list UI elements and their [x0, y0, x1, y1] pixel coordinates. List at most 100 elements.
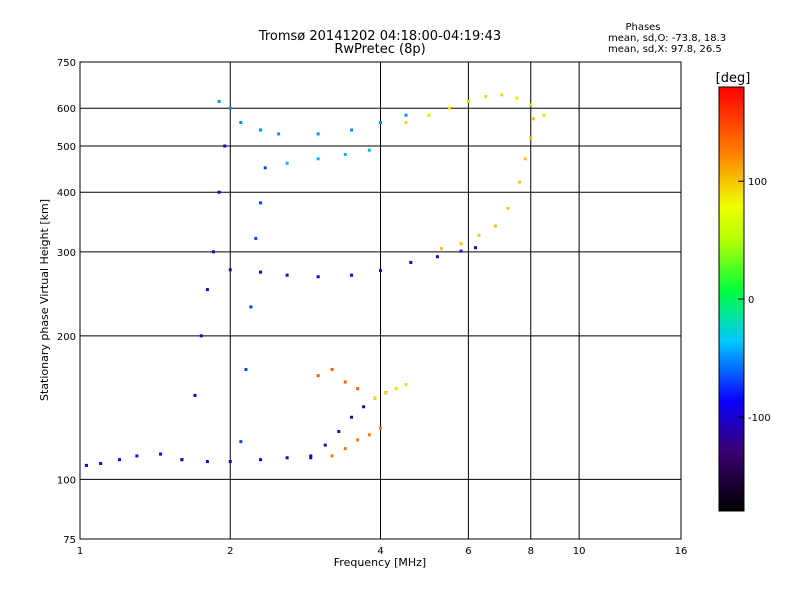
scatter-point — [356, 387, 360, 391]
grid-lines — [80, 62, 681, 539]
scatter-point — [367, 433, 371, 437]
scatter-point — [459, 242, 463, 246]
scatter-point — [228, 268, 232, 272]
scatter-point — [244, 367, 248, 371]
x-tick-label: 6 — [465, 546, 471, 557]
scatter-point — [379, 121, 382, 125]
scatter-point — [330, 454, 334, 458]
scatter-point — [205, 460, 209, 464]
scatter-point — [435, 255, 439, 259]
scatter-point — [211, 250, 215, 254]
scatter-point — [254, 236, 258, 240]
scatter-point — [135, 454, 139, 458]
scatter-point — [373, 396, 377, 400]
scatter-point — [337, 430, 341, 434]
scatter-point — [379, 426, 382, 430]
scatter-point — [223, 144, 227, 148]
scatter-point — [316, 374, 320, 378]
scatter-point — [404, 383, 408, 387]
scatter-point — [477, 233, 481, 237]
scatter-point — [99, 461, 103, 465]
y-tick-label: 750 — [57, 58, 76, 69]
scatter-point — [205, 288, 209, 292]
phases-title: Phases — [625, 22, 660, 33]
x-tick-label: 10 — [573, 546, 586, 557]
scatter-point — [343, 380, 347, 384]
scatter-point — [362, 405, 366, 409]
colorbar-label: [deg] — [716, 71, 751, 86]
x-tick-labels: 1 2 4 6 8 10 16 — [77, 546, 688, 557]
scatter-point — [350, 128, 354, 132]
scatter-point — [379, 269, 382, 273]
scatter-point — [494, 224, 498, 228]
scatter-point — [217, 190, 221, 194]
x-tick-label: 4 — [377, 546, 383, 557]
scatter-point — [316, 275, 320, 279]
scatter-point — [330, 367, 334, 371]
phases-x-line: mean, sd,X: 97.8, 26.5 — [608, 44, 722, 55]
scatter-point — [542, 113, 546, 117]
scatter-point — [384, 391, 388, 395]
x-axis-label: Frequency [MHz] — [334, 556, 426, 569]
scatter-point — [448, 106, 452, 110]
scatter-point — [309, 454, 313, 458]
scatter-point — [350, 273, 354, 277]
chart-title: Tromsø 20141202 04:18:00-04:19:43 — [258, 29, 501, 44]
chart-subtitle: RwPretec (8p) — [334, 42, 425, 57]
y-tick-label: 300 — [57, 248, 76, 259]
y-tick-label: 75 — [63, 535, 76, 546]
scatter-point — [523, 157, 527, 161]
scatter-point — [84, 463, 88, 467]
scatter-point — [217, 99, 221, 103]
x-tick-label: 1 — [77, 546, 83, 557]
colorbar-ticks: -100 0 100 — [738, 177, 771, 424]
scatter-points — [84, 93, 546, 467]
scatter-point — [228, 106, 232, 110]
scatter-point — [394, 387, 398, 391]
scatter-point — [309, 456, 313, 460]
y-tick-label: 200 — [57, 332, 76, 343]
scatter-point — [316, 157, 320, 161]
scatter-point — [259, 458, 263, 462]
scatter-point — [180, 458, 184, 462]
x-tick-label: 16 — [675, 546, 688, 557]
scatter-point — [484, 94, 488, 98]
scatter-point — [531, 117, 535, 121]
x-tick-label: 2 — [227, 546, 233, 557]
scatter-point — [159, 452, 163, 456]
scatter-point — [529, 103, 533, 107]
colorbar-tick-label: -100 — [748, 413, 771, 424]
scatter-point — [409, 260, 413, 264]
y-tick-label: 100 — [57, 475, 76, 486]
scatter-point — [285, 161, 289, 165]
y-tick-label: 500 — [57, 142, 76, 153]
scatter-point — [343, 447, 347, 451]
scatter-point — [259, 201, 263, 205]
scatter-point — [118, 458, 122, 462]
scatter-point — [459, 249, 463, 253]
y-tick-labels: 75 100 200 300 400 500 600 750 — [57, 58, 76, 546]
scatter-point — [518, 180, 522, 184]
y-tick-label: 600 — [57, 104, 76, 115]
scatter-point — [404, 113, 408, 117]
scatter-point — [259, 270, 263, 274]
x-tick-label: 8 — [528, 546, 534, 557]
scatter-point — [367, 148, 371, 152]
scatter-point — [343, 152, 347, 156]
scatter-point — [323, 443, 327, 447]
scatter-point — [515, 96, 519, 100]
scatter-point — [316, 132, 320, 136]
scatter-point — [500, 93, 504, 97]
scatter-point — [259, 128, 263, 132]
scatter-point — [285, 456, 289, 460]
scatter-point — [350, 415, 354, 419]
scatter-point — [466, 99, 470, 103]
scatter-point — [356, 438, 360, 442]
scatter-point — [285, 273, 289, 277]
scatter-point — [277, 132, 281, 136]
colorbar-tick-label: 100 — [748, 177, 767, 188]
scatter-point — [263, 166, 267, 170]
scatter-point — [249, 305, 253, 309]
y-axis-label: Stationary phase Virtual Height [km] — [38, 199, 51, 401]
